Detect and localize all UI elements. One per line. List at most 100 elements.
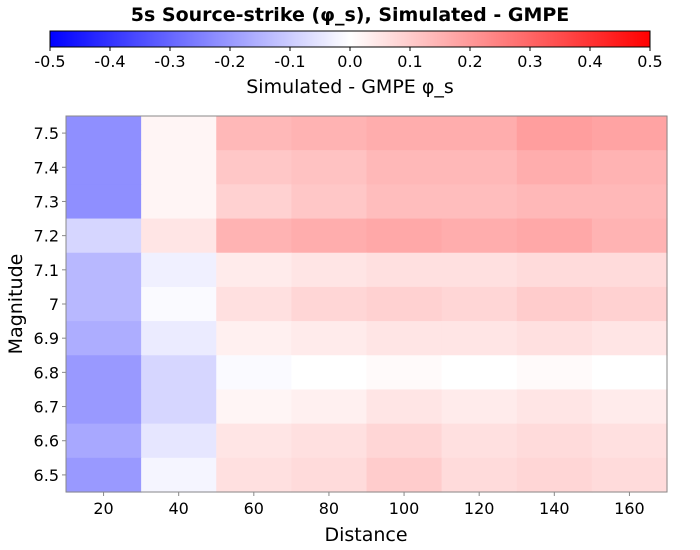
colorbar-label: Simulated - GMPE φ_s — [246, 76, 454, 98]
heatmap-cell — [66, 286, 142, 322]
heatmap-cell — [366, 423, 443, 459]
heatmap-cell — [216, 184, 292, 220]
heatmap-cell — [216, 321, 292, 356]
x-tick-label: 120 — [464, 499, 495, 518]
x-tick-label: 60 — [244, 499, 264, 518]
colorbar-tick-label: 0.0 — [337, 52, 362, 71]
heatmap-cell — [216, 423, 292, 459]
heatmap-cell — [291, 389, 368, 425]
heatmap-cell — [516, 252, 593, 288]
x-axis-ticks: 20 40 60 80 100 120 140 160 — [93, 492, 645, 518]
heatmap-cell — [366, 150, 443, 185]
heatmap-cell — [591, 389, 668, 425]
heatmap-cell — [216, 150, 292, 185]
colorbar-tick-label: -0.1 — [274, 52, 305, 71]
heatmap-cell — [291, 116, 368, 151]
x-tick-label: 80 — [319, 499, 339, 518]
heatmap-cell — [291, 218, 368, 254]
colorbar-tick-label: -0.3 — [154, 52, 185, 71]
heatmap-cell — [441, 355, 518, 391]
colorbar-tick-label: 0.5 — [637, 52, 662, 71]
heatmap-cell — [366, 184, 443, 220]
heatmap-cell — [141, 116, 217, 151]
y-tick-label: 6.7 — [34, 398, 59, 417]
heatmap-cell — [516, 286, 593, 322]
y-axis-label: Magnitude — [5, 254, 27, 355]
heatmap-cell — [441, 286, 518, 322]
heatmap-cell — [441, 184, 518, 220]
heatmap-cell — [291, 457, 368, 493]
heatmap-cell — [591, 355, 668, 391]
heatmap-cell — [66, 355, 142, 391]
colorbar-tick-label: 0.4 — [577, 52, 602, 71]
heatmap-cell — [216, 457, 292, 493]
heatmap-cell — [366, 286, 443, 322]
x-tick-label: 160 — [614, 499, 645, 518]
heatmap-cell — [441, 321, 518, 356]
chart-title: 5s Source-strike (φ_s), Simulated - GMPE — [131, 4, 570, 26]
heatmap-cell — [516, 321, 593, 356]
heatmap-cell — [216, 218, 292, 254]
heatmap-cell — [516, 116, 593, 151]
heatmap-cell — [216, 286, 292, 322]
y-tick-label: 6.8 — [34, 363, 59, 382]
heatmap-cell — [66, 252, 142, 288]
y-tick-label: 7.1 — [34, 261, 59, 280]
heatmap-cell — [141, 218, 217, 254]
heatmap-cell — [141, 252, 217, 288]
heatmap-cell — [66, 389, 142, 425]
heatmap-cell — [66, 321, 142, 356]
heatmap-cell — [141, 286, 217, 322]
heatmap-cell — [591, 321, 668, 356]
heatmap-cell — [516, 218, 593, 254]
heatmap-cell — [141, 321, 217, 356]
heatmap-cell — [441, 150, 518, 185]
y-tick-label: 7.4 — [34, 158, 59, 177]
heatmap-cell — [216, 116, 292, 151]
heatmap-cell — [516, 150, 593, 185]
y-tick-label: 6.9 — [34, 329, 59, 348]
y-axis-ticks: 7.5 7.4 7.3 7.2 7.1 7 6.9 6.8 6.7 6.6 6.5 — [34, 124, 66, 485]
heatmap-cell — [66, 423, 142, 459]
y-tick-label: 6.5 — [34, 466, 59, 485]
heatmap-cell — [141, 457, 217, 493]
heatmap-cell — [441, 116, 518, 151]
y-tick-label: 6.6 — [34, 432, 59, 451]
heatmap-cell — [66, 457, 142, 493]
heatmap-cell — [591, 252, 668, 288]
heatmap-cell — [591, 423, 668, 459]
x-tick-label: 20 — [93, 499, 113, 518]
heatmap-cell — [141, 389, 217, 425]
heatmap-cell — [66, 218, 142, 254]
heatmap-cell — [516, 457, 593, 493]
x-tick-label: 140 — [539, 499, 570, 518]
heatmap-cell — [141, 150, 217, 185]
x-tick-label: 40 — [169, 499, 189, 518]
heatmap-cells — [66, 116, 668, 493]
y-tick-label: 7.2 — [34, 227, 59, 246]
heatmap-cell — [441, 389, 518, 425]
heatmap-cell — [66, 150, 142, 185]
heatmap-cell — [291, 286, 368, 322]
heatmap-cell — [291, 150, 368, 185]
heatmap-cell — [366, 389, 443, 425]
heatmap-cell — [366, 116, 443, 151]
heatmap-cell — [216, 389, 292, 425]
colorbar-tick-label: 0.2 — [457, 52, 482, 71]
heatmap-cell — [441, 423, 518, 459]
heatmap-cell — [516, 389, 593, 425]
colorbar-tick-label: -0.2 — [214, 52, 245, 71]
heatmap-cell — [66, 116, 142, 151]
heatmap-cell — [366, 457, 443, 493]
heatmap-cell — [216, 252, 292, 288]
colorbar-tick-label: 0.3 — [517, 52, 542, 71]
y-tick-label: 7 — [49, 295, 59, 314]
heatmap-cell — [216, 355, 292, 391]
heatmap-cell — [591, 218, 668, 254]
heatmap-cell — [441, 218, 518, 254]
heatmap-cell — [66, 184, 142, 220]
colorbar-tick-label: -0.4 — [94, 52, 125, 71]
heatmap-cell — [591, 457, 668, 493]
